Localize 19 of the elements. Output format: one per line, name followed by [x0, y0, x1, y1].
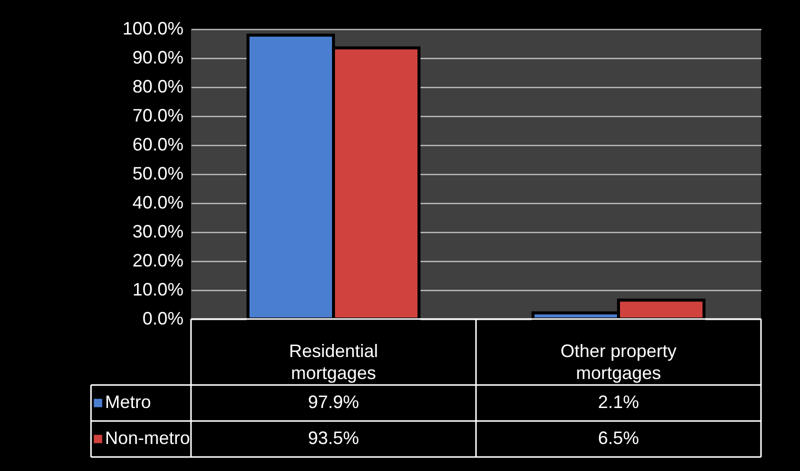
y-tick-label: 10.0%: [132, 280, 184, 300]
y-tick-label: 0.0%: [142, 308, 184, 328]
legend-label: Non-metro: [105, 428, 190, 448]
y-tick-label: 40.0%: [132, 192, 184, 212]
y-tick-label: 20.0%: [132, 250, 184, 270]
data-label: 93.5%: [308, 428, 360, 448]
y-tick-label: 70.0%: [132, 106, 184, 126]
x-tick-label: Other property mortgages: [560, 341, 677, 383]
y-tick-label: 30.0%: [132, 222, 184, 242]
x-tick-label: Residential mortgages: [288, 341, 378, 383]
legend-label: Metro: [105, 392, 152, 412]
data-label: 97.9%: [308, 392, 360, 412]
y-tick-label: 60.0%: [132, 134, 184, 154]
y-tick-label: 80.0%: [132, 76, 184, 96]
y-tick-label: 50.0%: [132, 164, 184, 184]
y-tick-label: 100.0%: [122, 18, 184, 38]
data-label: 6.5%: [598, 428, 640, 448]
data-label: 2.1%: [598, 392, 640, 412]
y-tick-label: 90.0%: [132, 48, 184, 68]
